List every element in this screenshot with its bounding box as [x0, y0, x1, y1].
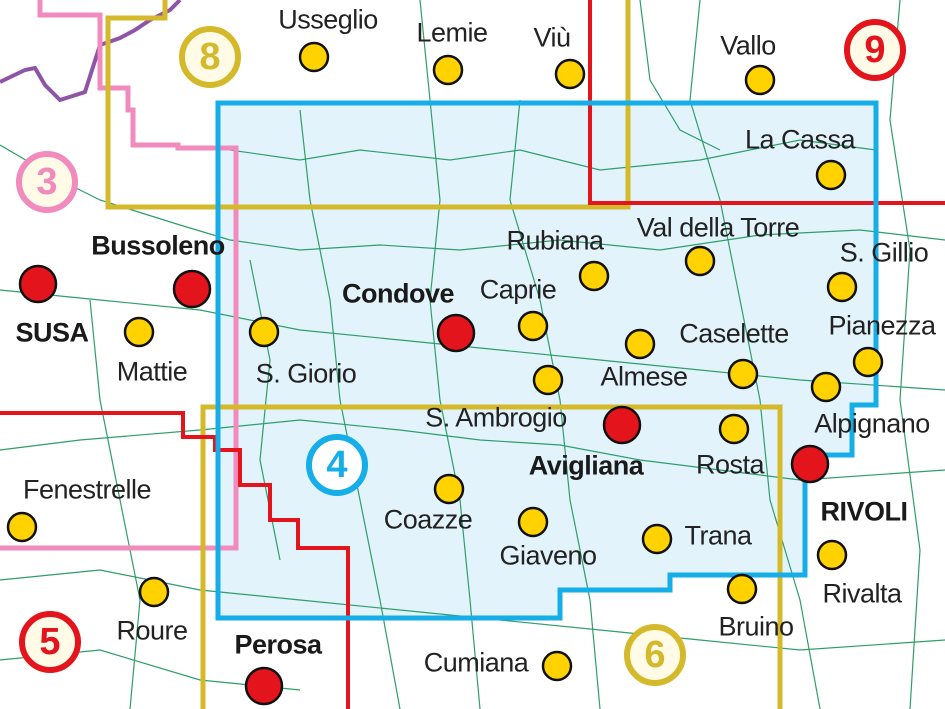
town-label[interactable]: SUSA	[15, 317, 89, 348]
town-marker[interactable]	[517, 310, 549, 342]
town-label[interactable]: Vallo	[720, 30, 776, 61]
town-label[interactable]: Roure	[116, 615, 188, 646]
town-label[interactable]: Perosa	[234, 629, 322, 660]
sheet-5-border	[0, 411, 350, 709]
town-marker[interactable]	[727, 358, 759, 390]
town-label[interactable]: S. Gillio	[839, 237, 929, 268]
city-marker[interactable]	[172, 269, 212, 309]
town-marker[interactable]	[554, 58, 586, 90]
town-marker[interactable]	[432, 54, 464, 86]
town-marker[interactable]	[641, 523, 673, 555]
town-label[interactable]: Trana	[684, 520, 752, 551]
town-label[interactable]: La Cassa	[744, 124, 856, 155]
town-marker[interactable]	[810, 371, 842, 403]
town-label[interactable]: S. Giorio	[255, 358, 357, 389]
town-marker[interactable]	[815, 159, 847, 191]
town-marker[interactable]	[138, 576, 170, 608]
town-label[interactable]: Viù	[533, 22, 571, 53]
town-marker[interactable]	[826, 271, 858, 303]
town-label[interactable]: Lemie	[416, 17, 488, 48]
town-label[interactable]: Caselette	[679, 318, 789, 349]
town-label[interactable]: Rosta	[695, 449, 765, 480]
town-label[interactable]: Mattie	[116, 356, 188, 387]
town-label[interactable]: Bussoleno	[91, 230, 225, 261]
town-marker[interactable]	[624, 328, 656, 360]
town-marker[interactable]	[541, 650, 573, 682]
city-marker[interactable]	[18, 264, 58, 304]
town-label[interactable]: Giaveno	[499, 540, 597, 571]
town-label[interactable]: Bruino	[718, 611, 794, 642]
sheet-number-badge[interactable]: 8	[179, 26, 241, 88]
sheet-9-border	[588, 0, 945, 205]
sheet-8-border	[105, 0, 631, 210]
sheet-number-badge[interactable]: 9	[844, 19, 906, 81]
town-marker[interactable]	[298, 41, 330, 73]
sheet-6-border	[200, 404, 783, 709]
town-label[interactable]: Rivalta	[822, 578, 902, 609]
town-marker[interactable]	[684, 245, 716, 277]
sheet-4-area[interactable]	[218, 103, 876, 618]
town-label[interactable]: Coazze	[383, 504, 473, 535]
town-marker[interactable]	[726, 573, 758, 605]
town-label[interactable]: Val della Torre	[636, 212, 800, 243]
city-marker[interactable]	[602, 405, 642, 445]
sheet-4-border	[215, 100, 879, 621]
town-label[interactable]: Cumiana	[423, 647, 529, 678]
town-marker[interactable]	[532, 364, 564, 396]
town-label[interactable]: Caprie	[479, 274, 557, 305]
sheet-number-badge[interactable]: 5	[19, 611, 81, 673]
town-marker[interactable]	[744, 64, 776, 96]
town-label[interactable]: Alpignano	[814, 408, 930, 439]
town-marker[interactable]	[578, 260, 610, 292]
town-marker[interactable]	[718, 413, 750, 445]
town-marker[interactable]	[517, 506, 549, 538]
town-marker[interactable]	[816, 539, 848, 571]
town-label[interactable]: Avigliana	[528, 450, 644, 481]
sheet-number-badge[interactable]: 6	[624, 624, 686, 686]
town-marker[interactable]	[248, 316, 280, 348]
sheet-number-badge[interactable]: 4	[306, 434, 368, 496]
town-marker[interactable]	[123, 316, 155, 348]
city-marker[interactable]	[436, 313, 476, 353]
town-marker[interactable]	[6, 511, 38, 543]
town-label[interactable]: RIVOLI	[820, 496, 908, 527]
sheet-3-border	[0, 0, 239, 551]
town-label[interactable]: Rubiana	[506, 225, 604, 256]
town-label[interactable]: S. Ambrogio	[425, 402, 567, 433]
town-label[interactable]: Pianezza	[828, 310, 936, 341]
town-label[interactable]: Fenestrelle	[22, 474, 152, 505]
town-marker[interactable]	[433, 473, 465, 505]
sheet-number-badge[interactable]: 3	[16, 151, 78, 213]
town-marker[interactable]	[852, 346, 884, 378]
city-marker[interactable]	[790, 444, 830, 484]
town-label[interactable]: Almese	[600, 361, 688, 392]
city-marker[interactable]	[244, 666, 284, 706]
town-label[interactable]: Usseglio	[278, 4, 378, 35]
town-label[interactable]: Condove	[341, 278, 455, 309]
